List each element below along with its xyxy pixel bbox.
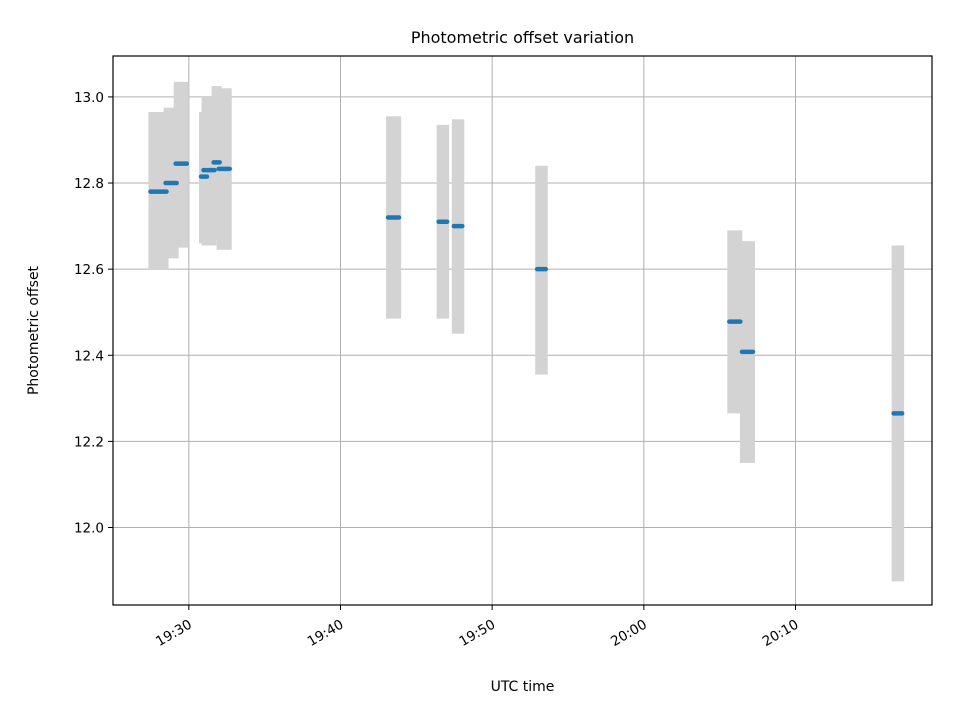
chart-title: Photometric offset variation xyxy=(411,28,634,47)
x-axis-label: UTC time xyxy=(491,679,555,695)
markers xyxy=(148,160,905,416)
plot-area xyxy=(113,56,932,605)
y-tick-label: 12.4 xyxy=(74,348,104,364)
y-tick-label: 12.6 xyxy=(74,262,104,278)
y-axis-ticks: 12.0 12.2 12.4 12.6 12.8 13.0 xyxy=(74,90,113,536)
y-tick-label: 12.8 xyxy=(74,176,104,192)
y-tick-label: 12.2 xyxy=(74,434,104,450)
plot-frame xyxy=(112,55,933,606)
y-tick-label: 13.0 xyxy=(74,90,104,106)
y-tick-label: 12.0 xyxy=(74,520,104,536)
y-axis-label: Photometric offset xyxy=(26,265,42,395)
grid xyxy=(113,56,932,605)
